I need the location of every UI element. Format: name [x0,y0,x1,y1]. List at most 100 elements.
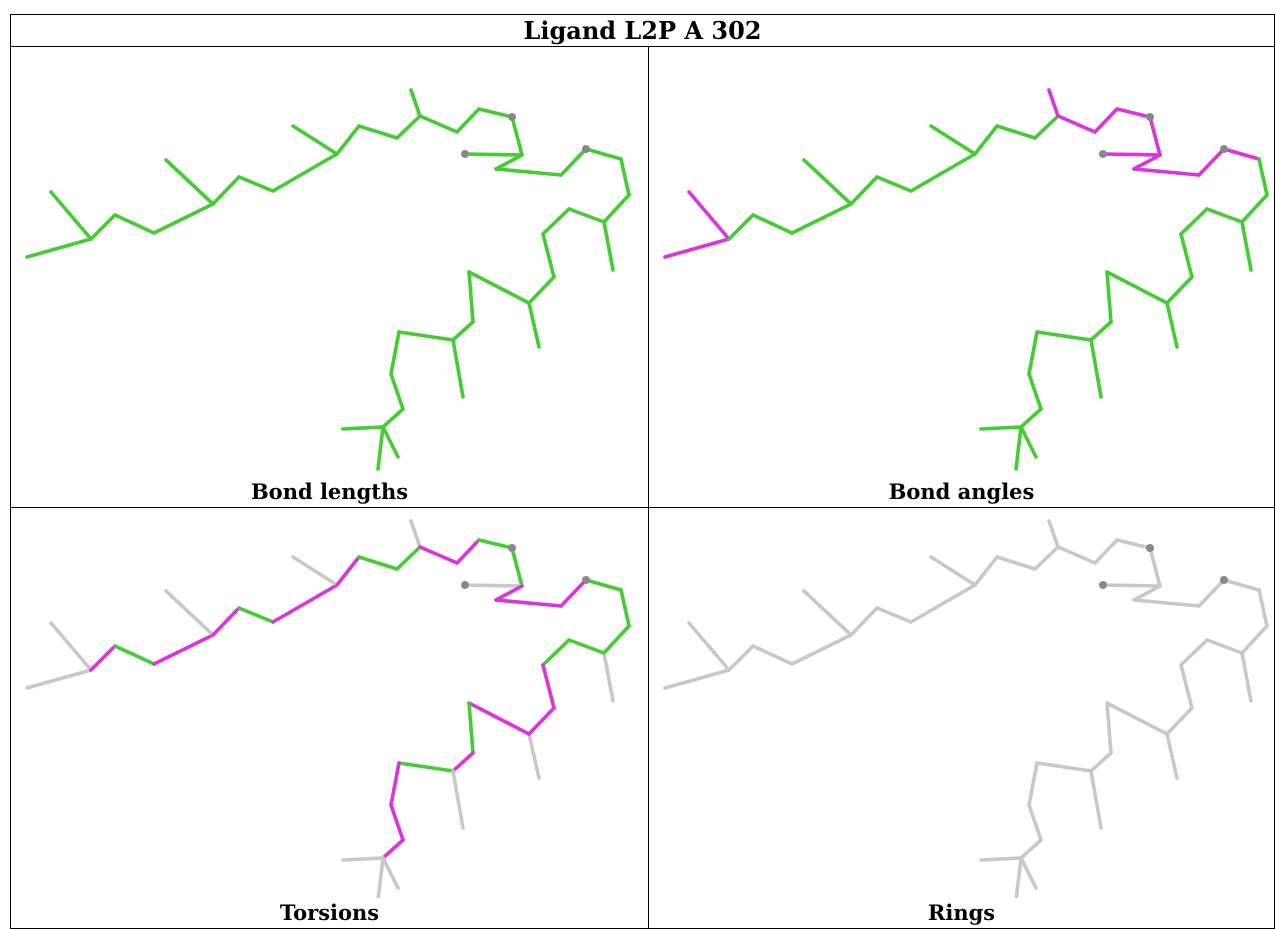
bond [381,425,400,459]
bond [451,751,475,773]
bond [979,425,1023,431]
bond [1093,107,1119,134]
bond [418,114,459,134]
bond [418,545,459,565]
bond [1047,88,1060,118]
bond [1257,588,1269,628]
bond [1132,598,1201,608]
bond [1105,270,1169,305]
bond [1240,193,1269,224]
bond [727,644,755,672]
bond [395,114,422,140]
bond [1240,651,1253,703]
bond [663,237,731,259]
bond [89,644,117,672]
bond [995,124,1037,140]
bond [1148,546,1162,588]
bond [541,207,571,236]
bond [1014,425,1023,471]
bond [1222,578,1261,592]
bond [335,124,361,156]
bond [397,761,455,773]
bond [541,232,556,279]
bond [1197,578,1226,608]
bond [1105,701,1113,755]
molecule-bond-angles [663,88,1269,471]
bond [687,621,731,672]
bond [1179,663,1194,710]
bond [164,589,215,637]
bond [477,538,514,550]
ligand-validation-table: Ligand L2P A 302 Bond lengths Bond angle… [10,14,1275,929]
bond [559,578,588,608]
bond [619,588,631,628]
bond [541,663,556,710]
bond [602,624,631,655]
bond [802,589,853,637]
bond [1132,167,1201,177]
bond [1027,761,1039,807]
atom-marker [508,113,516,121]
bond [1033,114,1060,140]
bond [1105,701,1169,736]
atom-marker [508,544,516,552]
bond [527,706,556,736]
atom-marker [1220,145,1228,153]
bond [584,578,623,592]
bond [1047,519,1060,549]
bond [113,644,156,666]
bond [1240,624,1269,655]
caption-rings: Rings [927,900,996,925]
bond [510,115,524,157]
bond [381,838,405,860]
bond [909,583,977,624]
bond [409,519,422,549]
bond [929,124,977,156]
bond [1257,157,1269,197]
bond [979,856,1023,862]
bond [389,372,405,411]
bond [389,330,401,376]
bond [727,213,755,241]
bond [397,330,455,342]
atom-marker [582,145,590,153]
bond [875,175,913,193]
bond [494,167,563,177]
atom-marker [461,150,469,158]
bond [357,555,399,571]
bond [909,152,977,193]
bond [584,147,623,161]
bond [152,633,215,666]
caption-bond-angles: Bond angles [888,479,1035,504]
bond [237,606,275,624]
bond [1019,838,1043,860]
atom-marker [1099,581,1107,589]
bond [541,638,571,667]
bond [1205,638,1244,655]
bond [567,638,606,655]
bond [237,175,275,193]
bond [1165,301,1179,349]
bond [602,193,631,224]
bond [25,237,93,259]
bond [1165,275,1194,305]
atom-marker [1099,150,1107,158]
panel-bond-angles: Bond angles [649,47,1274,508]
bond [1115,538,1152,550]
molecule-torsions [25,519,631,898]
bond [467,270,475,324]
bond [271,583,339,624]
atom-marker [1220,576,1228,584]
bond [1197,147,1226,177]
bond [567,207,606,224]
bond [929,555,977,587]
bond [1165,706,1194,736]
bond [451,338,465,399]
bond [527,732,541,780]
bond [477,107,514,119]
bond [463,152,524,157]
bond [663,668,731,690]
bond [1089,320,1113,342]
bond [335,555,361,587]
bond [1240,220,1253,272]
